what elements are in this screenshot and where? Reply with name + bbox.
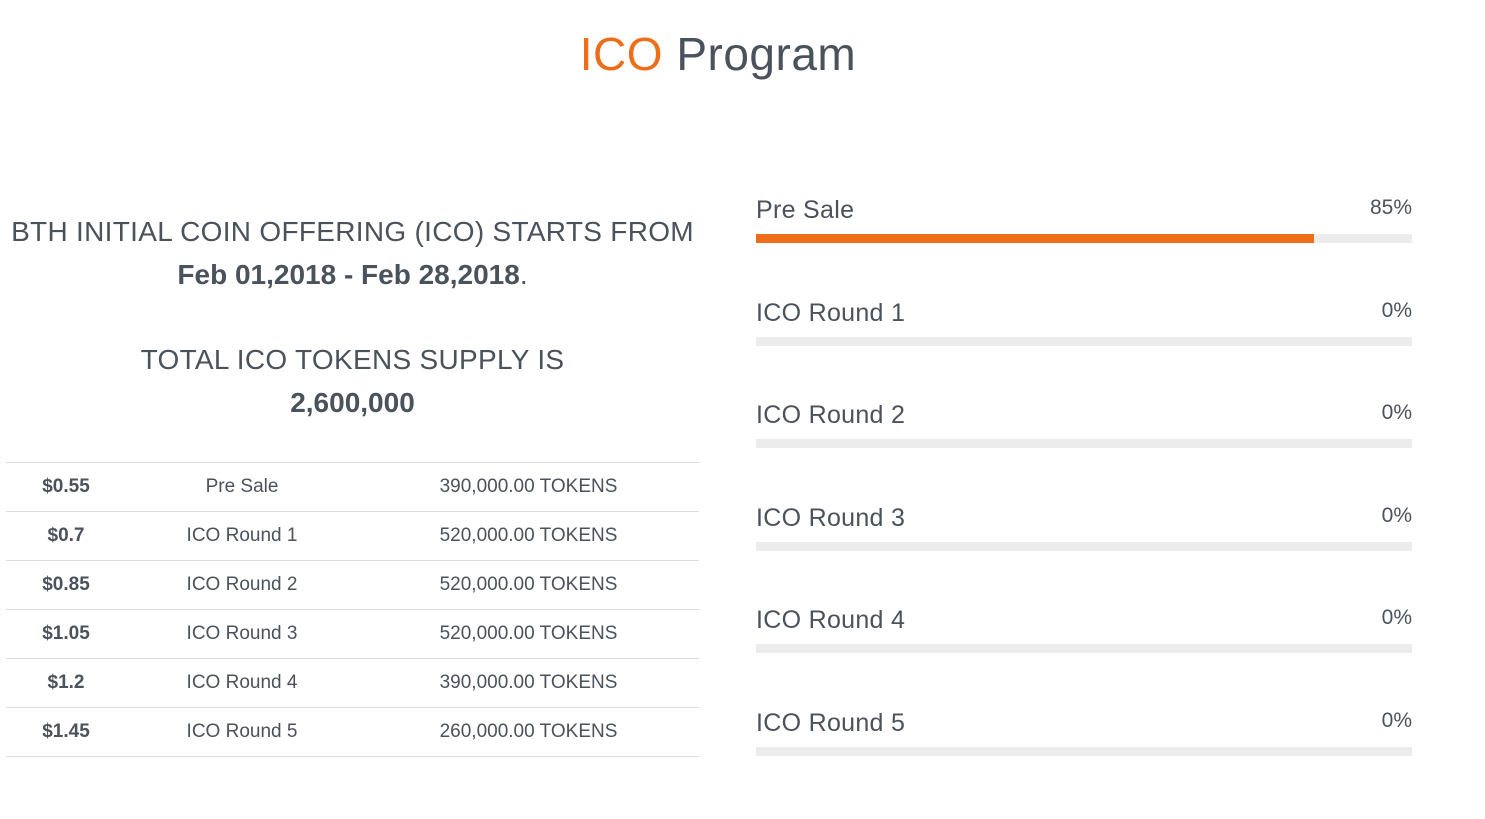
- table-row: $1.05 ICO Round 3 520,000.00 TOKENS: [6, 609, 699, 659]
- table-row: $1.2 ICO Round 4 390,000.00 TOKENS: [6, 658, 699, 708]
- page-title-rest: Program: [676, 28, 857, 80]
- round-price: $0.55: [6, 462, 126, 512]
- progress-value: 0%: [1381, 606, 1412, 630]
- progress-list: Pre Sale 85% ICO Round 1 0% ICO Round 2 …: [756, 190, 1412, 806]
- progress-label: ICO Round 2: [756, 401, 906, 430]
- round-price: $1.2: [6, 658, 126, 708]
- ico-supply-value: 2,600,000: [290, 387, 415, 418]
- progress-item-pre-sale: Pre Sale 85%: [756, 190, 1412, 293]
- progress-item-ico-round-1: ICO Round 1 0%: [756, 293, 1412, 396]
- table-row: $0.85 ICO Round 2 520,000.00 TOKENS: [6, 560, 699, 610]
- ico-supply-text: TOTAL ICO TOKENS SUPPLY IS: [140, 344, 565, 375]
- table-row: $1.45 ICO Round 5 260,000.00 TOKENS: [6, 707, 699, 757]
- rounds-table: $0.55 Pre Sale 390,000.00 TOKENS $0.7 IC…: [6, 462, 699, 757]
- round-price: $0.7: [6, 511, 126, 561]
- progress-value: 85%: [1369, 196, 1412, 219]
- progress-value: 0%: [1381, 298, 1412, 322]
- round-tokens: 520,000.00 TOKENS: [358, 511, 699, 561]
- progress-item-ico-round-2: ICO Round 2 0%: [756, 395, 1412, 498]
- progress-label: ICO Round 3: [756, 503, 906, 532]
- progress-track: [756, 746, 1412, 756]
- round-name: ICO Round 4: [126, 658, 358, 708]
- round-tokens: 520,000.00 TOKENS: [358, 609, 699, 659]
- progress-fill: [756, 234, 1314, 243]
- progress-item-ico-round-5: ICO Round 5 0%: [756, 703, 1412, 806]
- ico-dates: Feb 01,2018 - Feb 28,2018.: [6, 252, 699, 298]
- ico-dates-suffix: .: [519, 259, 528, 290]
- progress-value: 0%: [1381, 503, 1412, 527]
- progress-value: 0%: [1381, 708, 1412, 732]
- round-name: ICO Round 3: [126, 609, 358, 659]
- ico-supply-block: TOTAL ICO TOKENS SUPPLY IS 2,600,000: [6, 340, 699, 430]
- table-row: $0.55 Pre Sale 390,000.00 TOKENS: [6, 462, 699, 512]
- round-tokens: 520,000.00 TOKENS: [358, 560, 699, 610]
- round-tokens: 260,000.00 TOKENS: [358, 707, 699, 757]
- progress-track: [756, 336, 1412, 346]
- round-name: ICO Round 5: [126, 707, 358, 757]
- round-tokens: 390,000.00 TOKENS: [358, 462, 699, 512]
- table-row: $0.7 ICO Round 1 520,000.00 TOKENS: [6, 511, 699, 561]
- progress-track: [756, 234, 1412, 243]
- round-name: Pre Sale: [126, 462, 358, 512]
- progress-track: [756, 541, 1412, 551]
- progress-label: ICO Round 1: [756, 298, 906, 327]
- progress-label: ICO Round 5: [756, 708, 906, 737]
- progress-label: ICO Round 4: [756, 606, 906, 635]
- ico-dates-block: BTH INITIAL COIN OFFERING (ICO) STARTS F…: [6, 212, 699, 300]
- progress-item-ico-round-3: ICO Round 3 0%: [756, 498, 1412, 601]
- round-price: $0.85: [6, 560, 126, 610]
- page-title-accent: ICO: [579, 28, 664, 80]
- round-name: ICO Round 2: [126, 560, 358, 610]
- round-price: $1.45: [6, 707, 126, 757]
- ico-dates-value: Feb 01,2018 - Feb 28,2018: [177, 259, 520, 290]
- progress-track: [756, 439, 1412, 449]
- ico-starts-text: BTH INITIAL COIN OFFERING (ICO) STARTS F…: [11, 216, 694, 247]
- progress-value: 0%: [1381, 401, 1412, 425]
- round-name: ICO Round 1: [126, 511, 358, 561]
- round-price: $1.05: [6, 609, 126, 659]
- round-tokens: 390,000.00 TOKENS: [358, 658, 699, 708]
- progress-item-ico-round-4: ICO Round 4 0%: [756, 600, 1412, 703]
- progress-track: [756, 644, 1412, 654]
- progress-label: Pre Sale: [756, 196, 855, 224]
- page-title: ICO Program: [0, 26, 1436, 82]
- ico-info: BTH INITIAL COIN OFFERING (ICO) STARTS F…: [6, 212, 699, 430]
